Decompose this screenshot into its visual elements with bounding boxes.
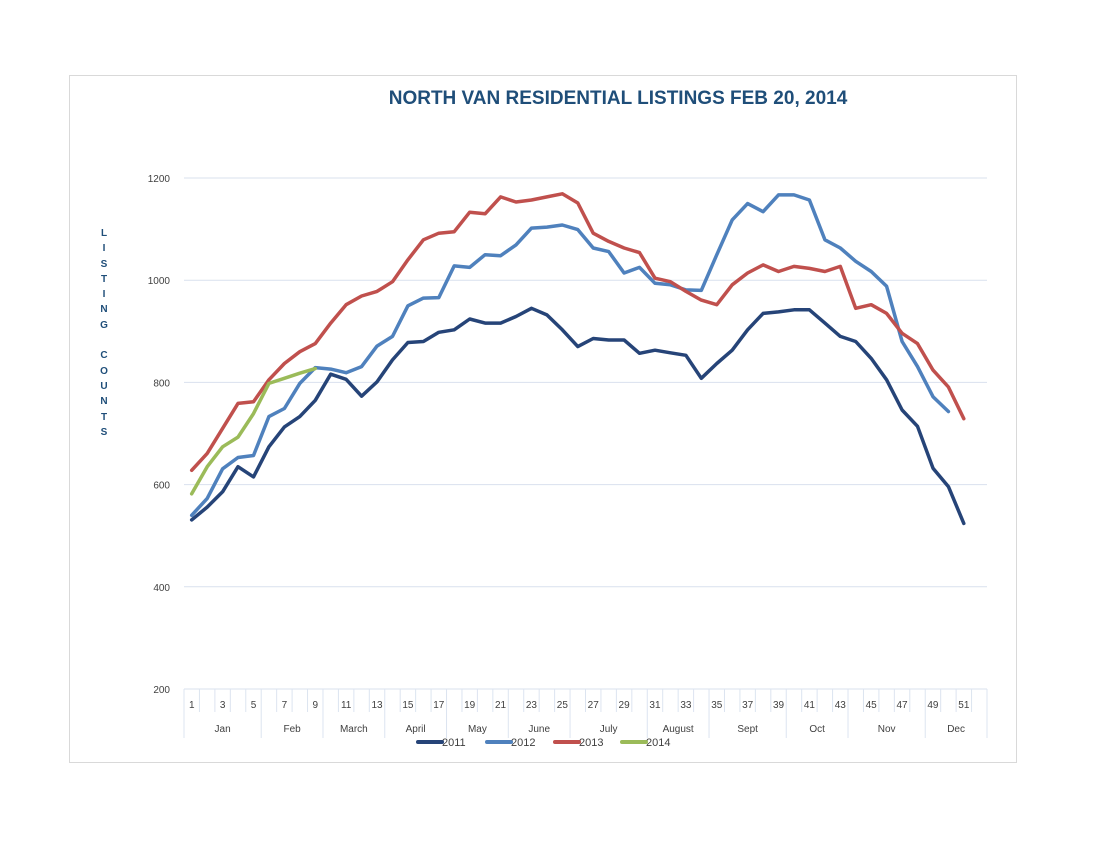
- x-tick-label: 47: [897, 700, 909, 711]
- chart-frame: [69, 75, 1017, 763]
- series-line-2014: [189, 366, 318, 496]
- month-label-april: April: [406, 724, 426, 735]
- x-tick-label: 43: [835, 700, 847, 711]
- chart-title: NORTH VAN RESIDENTIAL LISTINGS FEB 20, 2…: [388, 88, 848, 109]
- series-line-2012: [189, 193, 951, 518]
- month-label-may: May: [468, 724, 487, 735]
- month-label-feb: Feb: [283, 724, 301, 735]
- y-tick-label: 1200: [148, 174, 171, 185]
- x-tick-label: 45: [866, 700, 878, 711]
- series-line-2013: [189, 192, 966, 473]
- legend-item-2012: 2012: [485, 737, 535, 749]
- y-tick-label: 400: [153, 583, 170, 594]
- month-label-nov: Nov: [878, 724, 896, 735]
- x-tick-label: 15: [402, 700, 414, 711]
- legend-item-2013: 2013: [553, 737, 603, 749]
- x-tick-label: 33: [680, 700, 692, 711]
- legend-item-2011: 2011: [416, 737, 466, 749]
- month-label-july: July: [600, 724, 618, 735]
- x-tick-label: 37: [742, 700, 754, 711]
- x-tick-label: 1: [189, 700, 195, 711]
- x-tick-label: 49: [927, 700, 939, 711]
- x-tick-label: 31: [649, 700, 661, 711]
- month-label-sept: Sept: [737, 724, 758, 735]
- x-tick-label: 19: [464, 700, 476, 711]
- x-tick-label: 11: [341, 700, 352, 711]
- x-tick-label: 25: [557, 700, 569, 711]
- y-axis-label: L I S T I N G C O U N T S: [100, 228, 108, 438]
- x-tick-label: 51: [958, 700, 970, 711]
- y-tick-label: 200: [153, 685, 170, 696]
- x-tick-label: 35: [711, 700, 723, 711]
- legend-item-2014: 2014: [620, 737, 670, 749]
- x-tick-label: 27: [588, 700, 600, 711]
- x-tick-label: 39: [773, 700, 785, 711]
- legend-label: 2012: [511, 737, 535, 749]
- x-tick-label: 5: [251, 700, 257, 711]
- x-tick-label: 13: [371, 700, 383, 711]
- legend-label: 2011: [442, 737, 466, 749]
- month-label-march: March: [340, 724, 368, 735]
- month-label-june: June: [528, 724, 550, 735]
- month-label-jan: Jan: [215, 724, 231, 735]
- y-tick-label: 800: [153, 378, 170, 389]
- y-tick-label: 1000: [148, 276, 171, 287]
- legend-label: 2014: [646, 737, 670, 749]
- x-tick-label: 3: [220, 700, 226, 711]
- x-tick-label: 17: [433, 700, 445, 711]
- month-label-dec: Dec: [947, 724, 965, 735]
- series-line-2011: [189, 306, 966, 526]
- x-tick-label: 7: [282, 700, 288, 711]
- x-tick-label: 23: [526, 700, 538, 711]
- x-tick-label: 29: [619, 700, 631, 711]
- month-label-august: August: [663, 724, 694, 735]
- legend-label: 2013: [579, 737, 603, 749]
- y-tick-label: 600: [153, 481, 170, 492]
- x-tick-label: 21: [495, 700, 507, 711]
- x-tick-label: 9: [312, 700, 318, 711]
- month-label-oct: Oct: [809, 724, 825, 735]
- x-tick-label: 41: [804, 700, 816, 711]
